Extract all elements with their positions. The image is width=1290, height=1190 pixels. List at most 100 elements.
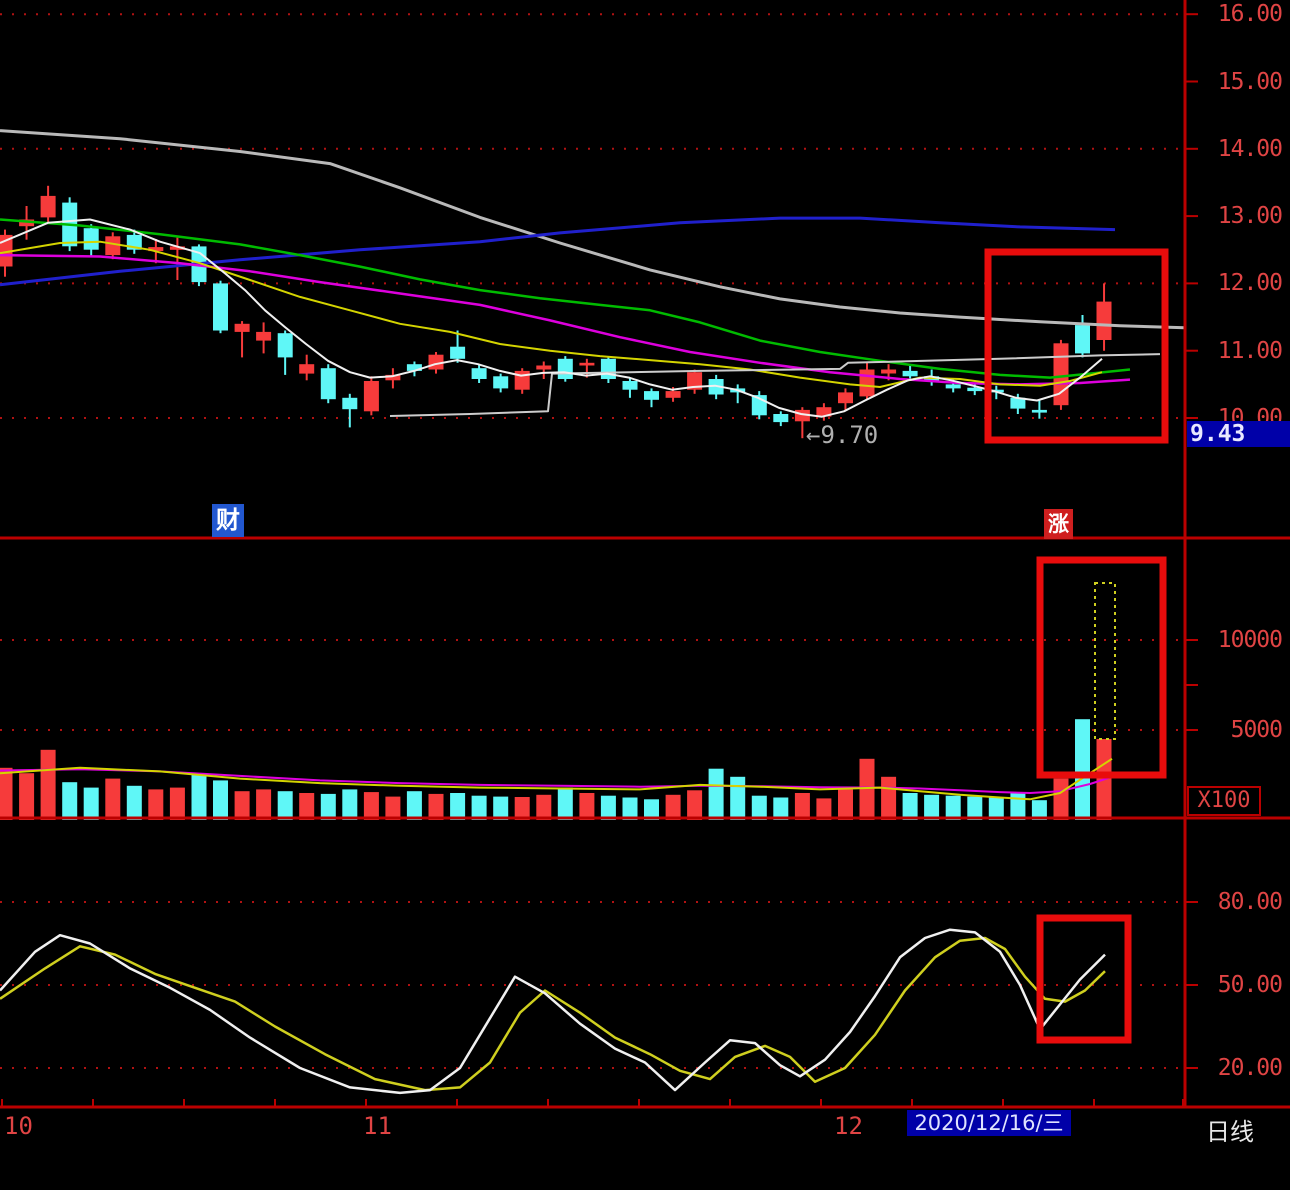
highlight-box: [1036, 914, 1132, 1044]
candle-body: [1075, 325, 1090, 354]
month-axis-label: 12: [834, 1112, 863, 1140]
volume-bar: [773, 797, 789, 820]
highlight-box: [1036, 556, 1167, 779]
volume-bar: [730, 776, 746, 820]
osc-yellow: [0, 936, 1106, 1092]
volume-bar: [0, 767, 13, 820]
volume-bar: [256, 789, 272, 820]
osc-white: [0, 928, 1106, 1095]
candle-body: [277, 333, 293, 358]
volume-bar: [62, 782, 78, 820]
candle-body: [493, 376, 509, 389]
osc-axis-label: 20.00: [1217, 1055, 1283, 1081]
candle-body: [385, 374, 401, 381]
candle-body: [320, 368, 336, 400]
volume-bar: [191, 775, 207, 820]
volume-bar: [213, 780, 228, 820]
candle-body: [794, 409, 810, 422]
volume-bar: [385, 796, 401, 820]
candle-body: [945, 384, 961, 389]
candle-body: [665, 391, 681, 398]
volume-bar: [83, 787, 99, 820]
volume-bar: [363, 792, 379, 820]
candle-body: [644, 391, 659, 400]
volume-bar: [40, 749, 56, 820]
highlight-box: [984, 248, 1169, 444]
candle-body: [299, 364, 315, 374]
volume-bar: [169, 787, 185, 820]
candle-body: [859, 369, 875, 397]
volume-bar: [320, 793, 336, 820]
low-price-annotation: ←9.70: [806, 421, 879, 449]
volume-bar: [600, 795, 616, 820]
ma-white-flat: [389, 353, 1161, 417]
volume-bar: [579, 793, 595, 820]
candle-body: [83, 228, 99, 250]
price-axis-label: 14.00: [1217, 135, 1283, 162]
ma-magenta: [0, 253, 1131, 386]
candle-body: [816, 407, 832, 417]
volume-bar: [838, 789, 853, 820]
vol-ma-yellow: [0, 757, 1113, 801]
candle-body: [213, 283, 228, 331]
candle-body: [838, 392, 853, 404]
volume-bar: [902, 793, 918, 820]
candle-body: [450, 346, 466, 359]
volume-bar: [816, 798, 832, 820]
volume-projection-box: [1094, 582, 1116, 740]
ma-white-5: [0, 218, 1103, 418]
price-axis-label: 11.00: [1217, 337, 1283, 364]
volume-bar: [988, 797, 1004, 820]
price-axis-label: 15.00: [1217, 68, 1283, 95]
volume-bar: [493, 796, 509, 820]
month-axis-label: 10: [4, 1112, 33, 1140]
volume-bar: [622, 797, 638, 820]
ma-yellow: [0, 240, 1103, 388]
volume-bar: [514, 797, 530, 820]
candle-body: [600, 358, 616, 379]
volume-bar: [967, 796, 983, 820]
volume-bar: [234, 791, 250, 820]
candle-body: [687, 372, 703, 390]
candle-body: [579, 362, 595, 366]
candle-body: [363, 381, 379, 412]
candle-body: [148, 247, 164, 252]
volume-axis-label: 5000: [1230, 717, 1283, 743]
volume-bar: [859, 758, 875, 820]
candle-body: [105, 236, 121, 256]
volume-axis-label: 10000: [1217, 627, 1283, 653]
candle-body: [1096, 301, 1112, 340]
volume-bar: [471, 795, 487, 820]
event-marker-limit-up[interactable]: 涨: [1044, 509, 1073, 539]
volume-bar: [644, 799, 659, 820]
price-axis-label: 13.00: [1217, 203, 1283, 230]
volume-bar: [945, 795, 961, 820]
ma-gray-long: [0, 129, 1186, 330]
volume-bar: [126, 785, 142, 820]
volume-bar: [406, 791, 422, 820]
volume-bar: [665, 794, 681, 820]
candle-body: [902, 370, 918, 377]
price-axis-label: 12.00: [1217, 270, 1283, 297]
candle-body: [881, 369, 897, 374]
candle-body: [1010, 397, 1026, 409]
month-axis-label: 11: [363, 1112, 392, 1140]
candle-body: [1031, 409, 1047, 413]
volume-bar: [708, 768, 724, 820]
osc-axis-label: 80.00: [1217, 888, 1283, 915]
volume-bar: [557, 787, 573, 820]
candle-body: [19, 219, 35, 227]
volume-bar: [1010, 792, 1026, 820]
volume-bar: [148, 789, 164, 820]
candle-body: [256, 331, 272, 341]
candle-body: [1053, 343, 1069, 406]
candle-body: [471, 368, 487, 379]
volume-bar: [105, 778, 121, 820]
volume-bar: [450, 793, 466, 820]
candle-body: [0, 234, 13, 267]
last-price-badge: 9.43: [1187, 421, 1290, 447]
period-label: 日线: [1206, 1118, 1254, 1146]
event-marker-finance[interactable]: 财: [212, 504, 244, 537]
